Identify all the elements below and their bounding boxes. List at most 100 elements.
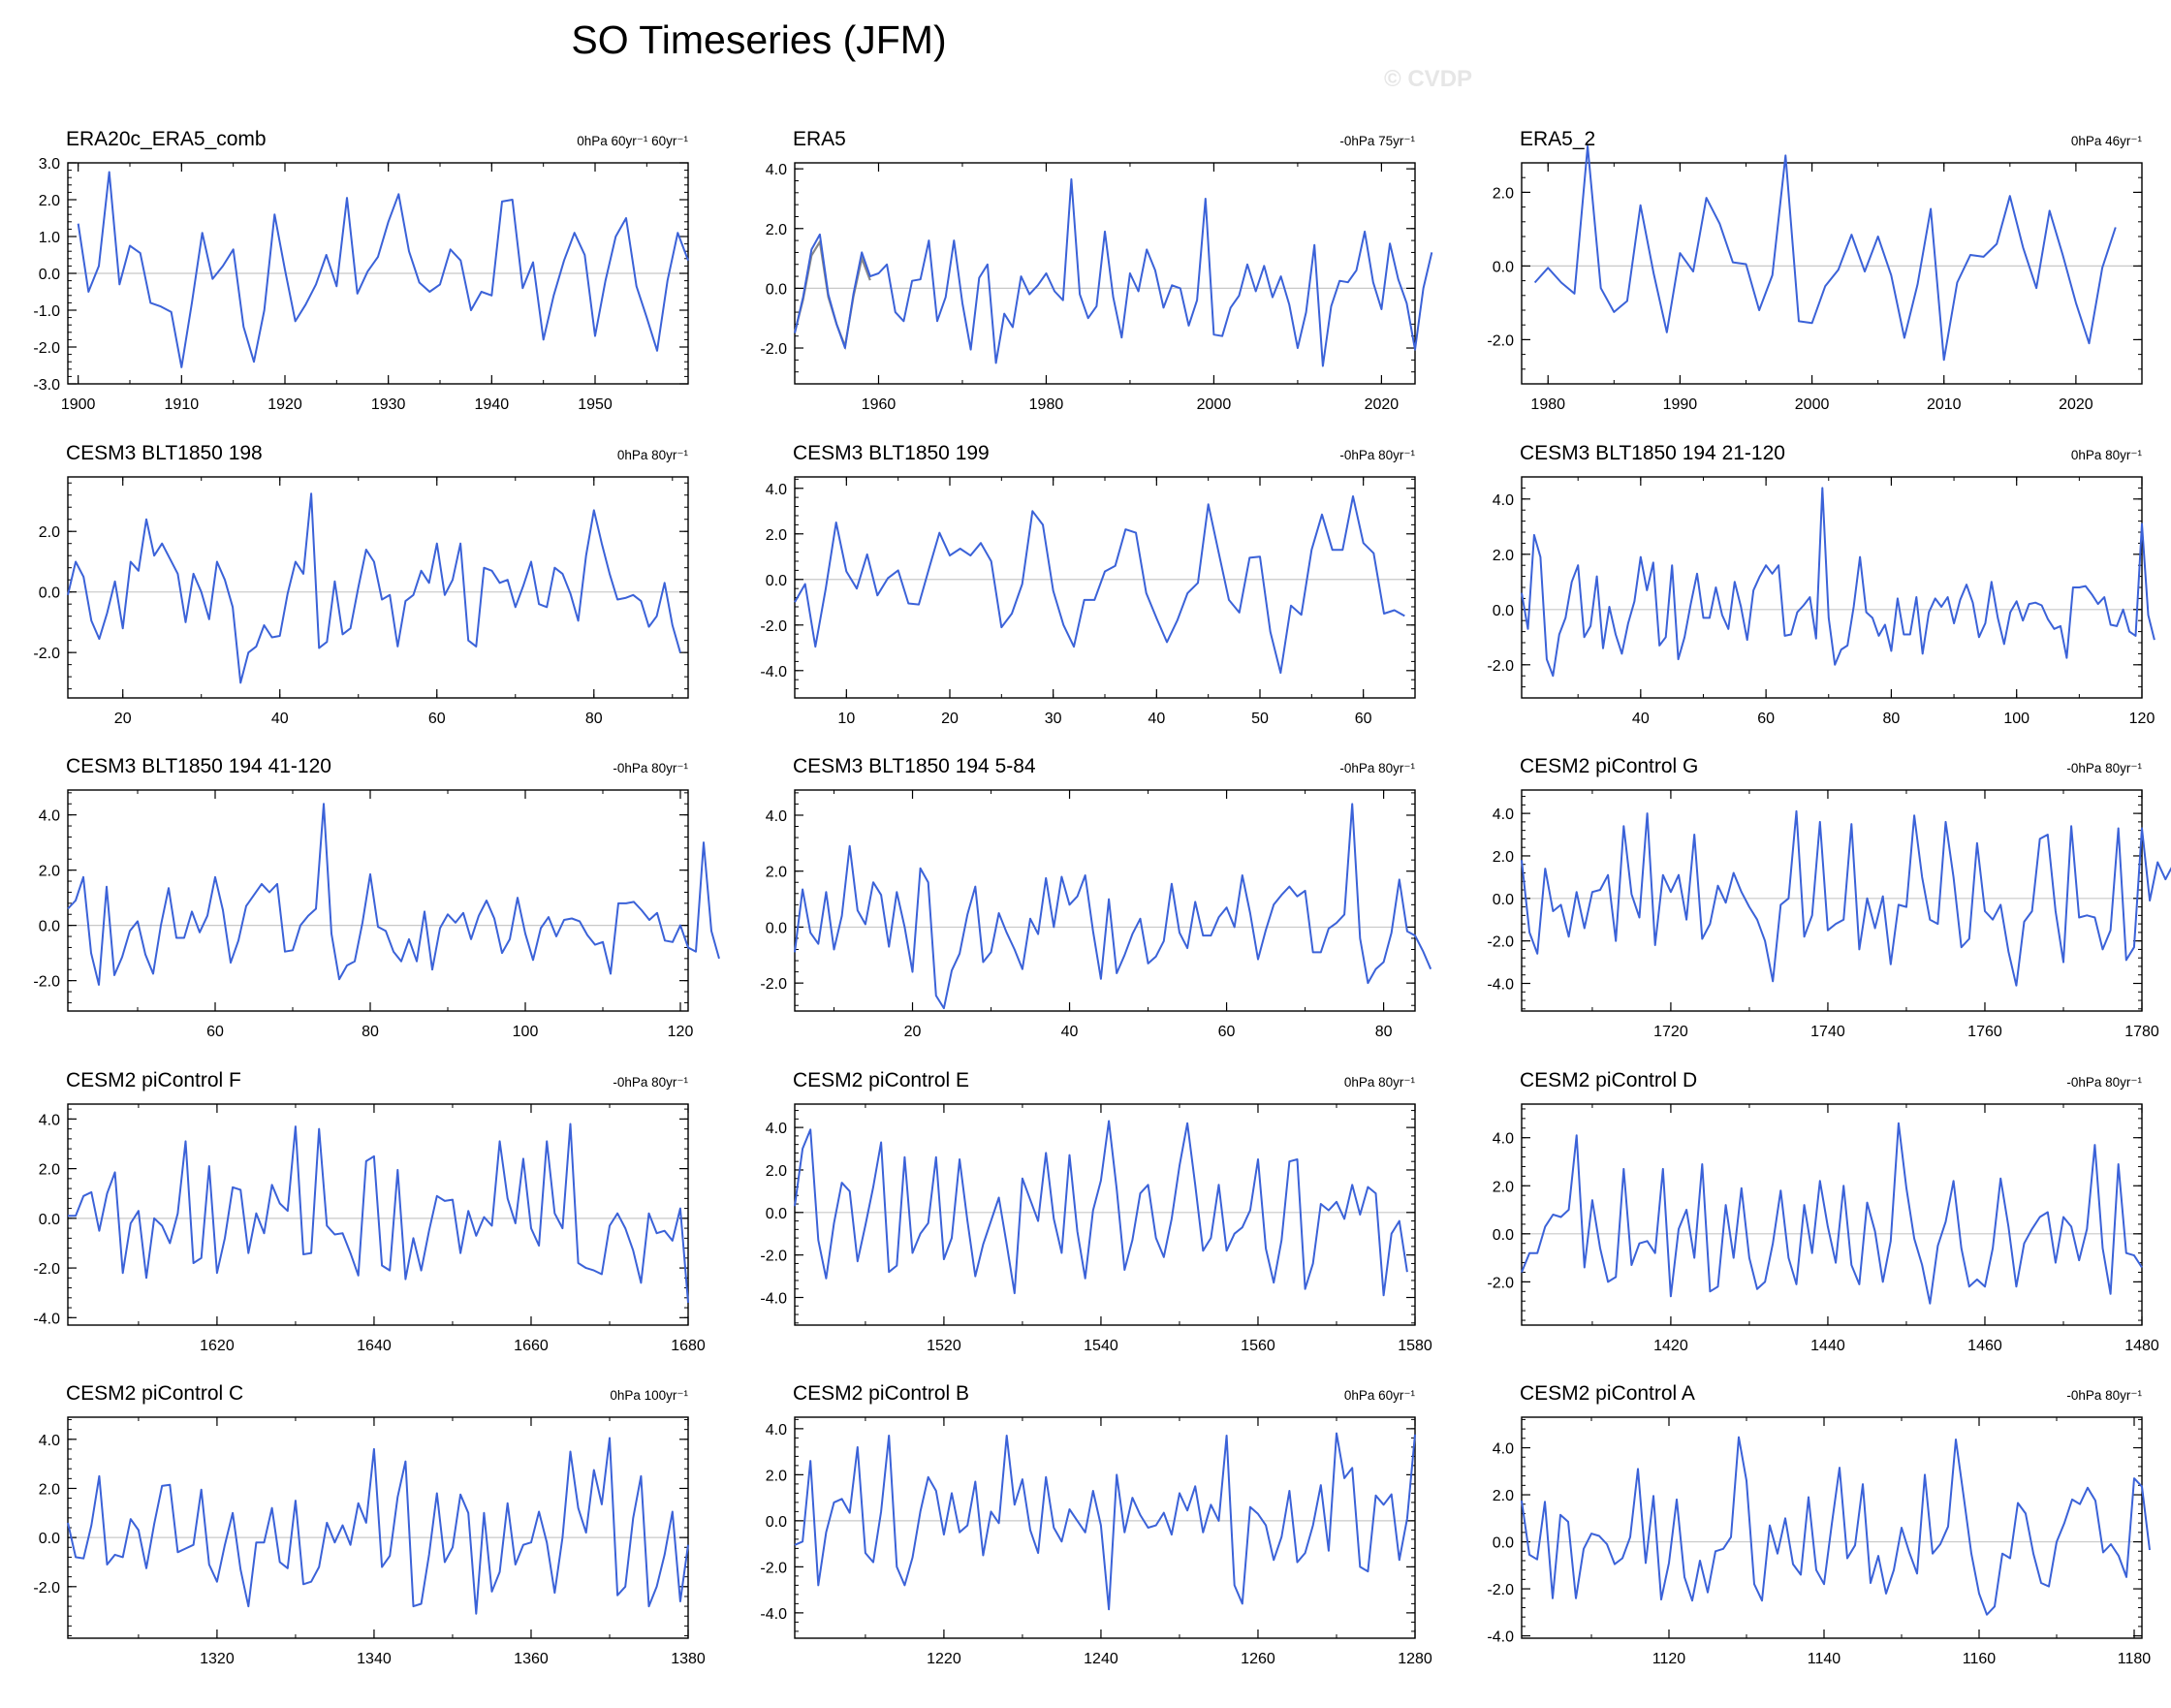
- y-tick-label: -3.0: [33, 377, 60, 394]
- x-tick-label: 20: [941, 711, 959, 727]
- plot-frame: [67, 1103, 689, 1326]
- panel-title: CESM2 piControl D: [1520, 1069, 1697, 1091]
- panel-13: CESM2 piControl C 0hPa 100yr⁻¹ -2.0 0.0 2.0 4…: [33, 1382, 705, 1667]
- x-tick-label: 2000: [1795, 396, 1830, 413]
- series-line: [794, 177, 1433, 367]
- y-tick-label: -2.0: [33, 1580, 60, 1597]
- x-tick-label: 1720: [1653, 1024, 1688, 1040]
- y-tick-label: -2.0: [760, 976, 787, 993]
- x-tick-label: 2020: [1365, 396, 1400, 413]
- y-tick-label: 4.0: [766, 1422, 787, 1439]
- x-tick-label: 1120: [1652, 1651, 1686, 1667]
- plot-frame: [794, 162, 1416, 385]
- panel-title: CESM2 piControl C: [66, 1382, 243, 1405]
- y-tick-label: 4.0: [766, 482, 787, 498]
- x-tick-label: 1640: [357, 1338, 392, 1354]
- panel-9: CESM2 piControl G -0hPa 80yr⁻¹ -4.0 -2.0 0.0…: [1487, 755, 2171, 1040]
- panel-title: CESM2 piControl B: [793, 1382, 969, 1405]
- y-tick-label: 2.0: [1493, 185, 1514, 202]
- y-tick-label: 0.0: [39, 585, 60, 602]
- x-tick-label: 1920: [267, 396, 302, 413]
- x-tick-label: 20: [114, 711, 132, 727]
- x-tick-label: 120: [2129, 711, 2155, 727]
- panel-corner-label: -0hPa 80yr⁻¹: [1339, 448, 1415, 462]
- x-tick-label: 1260: [1241, 1651, 1275, 1667]
- y-tick-label: 0.0: [1493, 259, 1514, 275]
- x-tick-label: 2000: [1197, 396, 1232, 413]
- y-tick-label: 2.0: [1493, 1179, 1514, 1195]
- y-tick-label: -2.0: [33, 646, 60, 662]
- y-tick-label: 0.0: [39, 267, 60, 283]
- x-tick-label: 1320: [200, 1651, 235, 1667]
- panel-6: CESM3 BLT1850 194 21-120 0hPa 80yr⁻¹ -2.0 0…: [1487, 442, 2155, 727]
- panel-title: CESM2 piControl A: [1520, 1382, 1695, 1405]
- panel-title: CESM3 BLT1850 194 41-120: [66, 755, 331, 777]
- y-tick-label: -2.0: [1487, 332, 1514, 349]
- y-tick-label: 4.0: [1493, 1441, 1514, 1458]
- y-tick-label: 2.0: [766, 527, 787, 544]
- x-tick-label: 1580: [1398, 1338, 1432, 1354]
- panel-1: ERA20c_ERA5_comb 0hPa 60yr⁻¹ 60yr⁻¹ -3.0 -2…: [33, 128, 689, 413]
- series-line: [794, 1120, 1408, 1297]
- panel-corner-label: 0hPa 80yr⁻¹: [617, 448, 689, 462]
- x-tick-label: 1220: [927, 1651, 961, 1667]
- y-tick-label: 0.0: [39, 919, 60, 935]
- x-tick-label: 1780: [2124, 1024, 2159, 1040]
- x-tick-label: 1990: [1663, 396, 1698, 413]
- x-tick-label: 40: [271, 711, 289, 727]
- y-tick-label: -4.0: [760, 1606, 787, 1623]
- plot-frame: [1521, 1416, 2143, 1639]
- y-tick-label: 2.0: [39, 1481, 60, 1498]
- y-tick-label: -2.0: [1487, 1275, 1514, 1291]
- series-line: [1521, 1436, 2151, 1616]
- x-tick-label: 1180: [2118, 1651, 2152, 1667]
- x-tick-label: 60: [1355, 711, 1372, 727]
- x-tick-label: 1340: [357, 1651, 392, 1667]
- y-tick-label: 2.0: [766, 222, 787, 238]
- series-line: [1521, 487, 2155, 678]
- panel-7: CESM3 BLT1850 194 41-120 -0hPa 80yr⁻¹ -2.0…: [33, 755, 720, 1040]
- y-tick-label: 2.0: [766, 1468, 787, 1484]
- x-tick-label: 1480: [2124, 1338, 2159, 1354]
- x-tick-label: 1950: [578, 396, 613, 413]
- series-line: [67, 492, 681, 684]
- y-tick-label: -2.0: [33, 1261, 60, 1278]
- x-tick-label: 1560: [1241, 1338, 1275, 1354]
- x-tick-label: 80: [1375, 1024, 1393, 1040]
- x-tick-label: 100: [2003, 711, 2029, 727]
- y-tick-label: 4.0: [39, 1433, 60, 1449]
- x-tick-label: 1420: [1653, 1338, 1688, 1354]
- y-tick-label: 0.0: [766, 920, 787, 936]
- y-tick-label: 0.0: [39, 1531, 60, 1547]
- x-tick-label: 80: [585, 711, 603, 727]
- panel-10: CESM2 piControl F -0hPa 80yr⁻¹ -4.0 -2.0 0.0…: [33, 1069, 705, 1354]
- y-tick-label: -2.0: [1487, 934, 1514, 951]
- x-tick-label: 1360: [514, 1651, 549, 1667]
- y-tick-label: 0.0: [1493, 1535, 1514, 1552]
- y-tick-label: 4.0: [1493, 1131, 1514, 1148]
- x-tick-label: 1740: [1810, 1024, 1845, 1040]
- panel-11: CESM2 piControl E 0hPa 80yr⁻¹ -4.0 -2.0 0.0 2…: [760, 1069, 1432, 1354]
- x-tick-label: 1540: [1084, 1338, 1118, 1354]
- panel-corner-label: 0hPa 46yr⁻¹: [2071, 134, 2143, 148]
- plot-frame: [67, 476, 689, 699]
- series-line-overlay: [793, 238, 871, 351]
- y-tick-label: -1.0: [33, 303, 60, 320]
- y-tick-label: 0.0: [766, 573, 787, 589]
- plot-frame: [794, 1103, 1416, 1326]
- x-tick-label: 1160: [1963, 1651, 1997, 1667]
- plot-frame: [794, 476, 1416, 699]
- x-tick-label: 1620: [200, 1338, 235, 1354]
- y-tick-label: 4.0: [766, 808, 787, 825]
- plot-frame: [794, 789, 1416, 1012]
- series-line: [794, 495, 1405, 675]
- panel-14: CESM2 piControl B 0hPa 60yr⁻¹ -4.0 -2.0 0.0 2…: [760, 1382, 1432, 1667]
- panel-title: CESM3 BLT1850 194 21-120: [1520, 442, 1785, 464]
- panel-corner-label: -0hPa 80yr⁻¹: [613, 1075, 688, 1090]
- panel-corner-label: -0hPa 80yr⁻¹: [2066, 761, 2142, 775]
- y-tick-label: -2.0: [760, 1249, 787, 1265]
- panel-corner-label: 0hPa 60yr⁻¹: [1344, 1388, 1416, 1403]
- y-tick-label: 1.0: [39, 230, 60, 246]
- x-tick-label: 10: [837, 711, 855, 727]
- y-tick-label: 2.0: [1493, 1488, 1514, 1504]
